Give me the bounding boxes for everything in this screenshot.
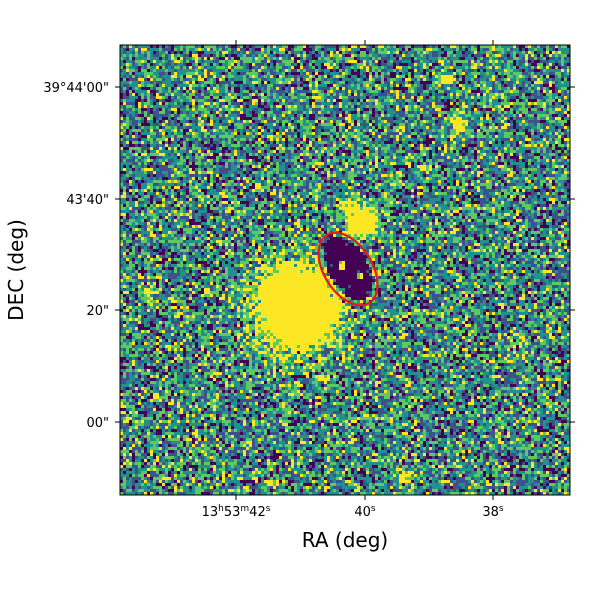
x-tick-label-2: 40s — [354, 504, 376, 520]
aperture-ellipse — [317, 231, 379, 307]
y-tick-label-4: 00" — [86, 416, 109, 431]
plot-frame — [119, 44, 571, 496]
x-tick-labels: 13h53m42s 40s 38s — [202, 504, 504, 520]
x-tick-label-3: 38s — [482, 504, 504, 520]
image-panel — [119, 44, 571, 496]
pixel-image — [120, 45, 570, 495]
x-axis-label: RA (deg) — [302, 528, 388, 552]
y-tick-labels: 39°44'00" 43'40" 20" 00" — [43, 81, 109, 431]
y-tick-label-2: 43'40" — [66, 193, 109, 208]
y-tick-label-1: 39°44'00" — [43, 81, 109, 96]
y-tick-label-3: 20" — [86, 304, 109, 319]
x-tick-label-1: 13h53m42s — [202, 504, 271, 520]
axis-ticks — [115, 40, 575, 500]
y-axis-label: DEC (deg) — [4, 219, 28, 321]
